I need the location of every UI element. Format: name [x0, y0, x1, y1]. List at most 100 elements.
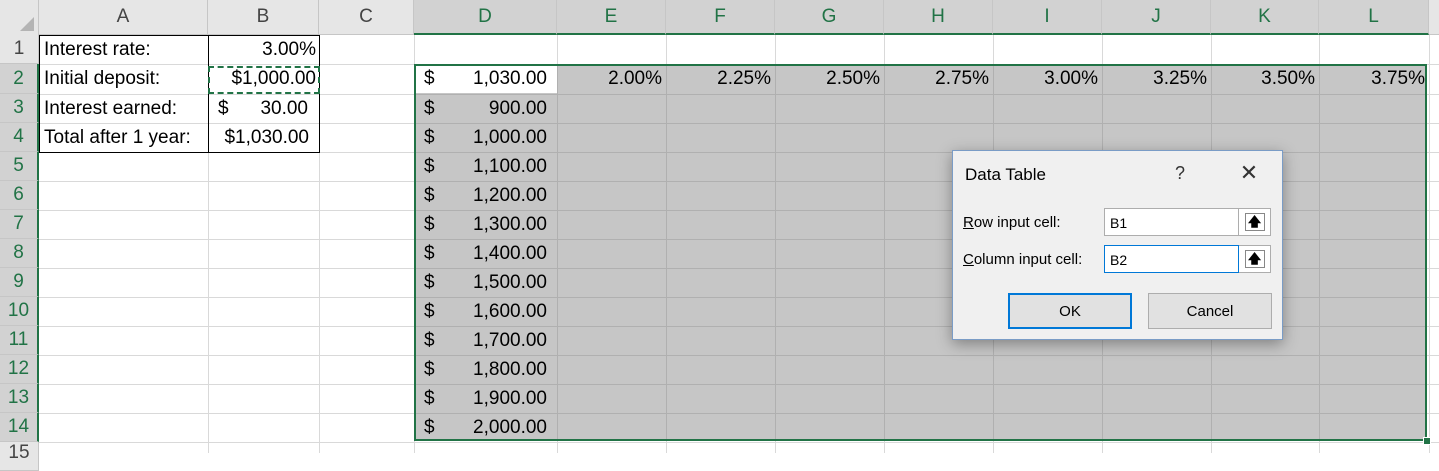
cell-j2[interactable]: 3.25%: [1153, 68, 1207, 89]
gridline: [416, 210, 1425, 211]
cell-a1[interactable]: Interest rate:: [44, 38, 151, 60]
cell-b1[interactable]: 3.00%: [262, 38, 316, 60]
column-input-cell-label-text: olumn input cell:: [973, 251, 1083, 268]
column-header-i[interactable]: I: [993, 0, 1102, 35]
row-header-10[interactable]: 10: [0, 297, 39, 326]
cell-g2[interactable]: 2.50%: [826, 68, 880, 89]
cell-d2[interactable]: 1,030.00: [473, 68, 547, 89]
row-header-15[interactable]: 15: [0, 442, 39, 471]
cell-i2[interactable]: 3.00%: [1044, 68, 1098, 89]
row-header-14[interactable]: 14: [0, 413, 39, 442]
column-input-cell-field[interactable]: B2: [1104, 245, 1239, 273]
row-input-collapse-button[interactable]: 🡅: [1239, 208, 1271, 236]
row-header-5[interactable]: 5: [0, 152, 39, 181]
cell-a4[interactable]: Total after 1 year:: [44, 126, 191, 148]
row-input-cell-field[interactable]: B1: [1104, 208, 1239, 236]
gridline: [416, 152, 1425, 153]
row-header-12[interactable]: 12: [0, 355, 39, 384]
row-header-2[interactable]: 2: [0, 64, 39, 94]
cell-d3-currency: $: [424, 97, 435, 119]
cell-d9[interactable]: 1,500.00: [473, 271, 547, 293]
select-all-triangle-icon: [20, 17, 34, 31]
cell-k2[interactable]: 3.50%: [1261, 68, 1315, 89]
column-header-e[interactable]: E: [557, 0, 666, 35]
row-header-3[interactable]: 3: [0, 94, 39, 123]
row-header-9[interactable]: 9: [0, 268, 39, 297]
cell-d8-currency: $: [424, 242, 435, 264]
cancel-button[interactable]: Cancel: [1148, 293, 1272, 329]
column-input-cell-accelerator: C: [963, 251, 974, 268]
column-header-j[interactable]: J: [1102, 0, 1211, 35]
cell-b2[interactable]: $1,000.00: [231, 68, 316, 89]
gridline: [416, 326, 1425, 327]
column-header-d[interactable]: D: [414, 0, 557, 35]
input-block-border: [39, 35, 320, 153]
column-header-h[interactable]: H: [884, 0, 993, 35]
input-block-divider: [208, 35, 209, 153]
cell-b3-currency: $: [218, 97, 229, 119]
column-header-f[interactable]: F: [666, 0, 775, 35]
row-input-cell-label-text: ow input cell:: [973, 214, 1061, 231]
ok-button[interactable]: OK: [1008, 293, 1132, 329]
gridline: [416, 123, 1425, 124]
column-header-g[interactable]: G: [775, 0, 884, 35]
cell-h2[interactable]: 2.75%: [935, 68, 989, 89]
gridline: [1319, 66, 1320, 439]
collapse-dialog-icon: 🡅: [1244, 250, 1265, 268]
cell-d12-currency: $: [424, 358, 435, 380]
column-input-collapse-button[interactable]: 🡅: [1239, 245, 1271, 273]
cell-d8[interactable]: 1,400.00: [473, 242, 547, 264]
gridline: [1429, 35, 1430, 453]
close-icon[interactable]: ✕: [1239, 160, 1259, 185]
cell-b3[interactable]: 30.00: [260, 97, 308, 119]
row-header-6[interactable]: 6: [0, 181, 39, 210]
column-header-l[interactable]: L: [1319, 0, 1429, 35]
cell-d14-currency: $: [424, 416, 435, 438]
cell-d6-currency: $: [424, 184, 435, 206]
gridline: [666, 66, 667, 439]
column-header-a[interactable]: A: [39, 0, 208, 34]
gridline: [775, 66, 776, 439]
cell-a2[interactable]: Initial deposit:: [44, 68, 161, 89]
gridline: [416, 268, 1425, 269]
column-header-c[interactable]: C: [319, 0, 414, 34]
select-all-corner[interactable]: [0, 0, 39, 35]
column-header-k[interactable]: K: [1211, 0, 1319, 35]
cell-a3[interactable]: Interest earned:: [44, 97, 178, 119]
column-input-cell-label: Column input cell:: [963, 251, 1082, 268]
fill-handle[interactable]: [1423, 437, 1431, 445]
row-header-4[interactable]: 4: [0, 123, 39, 152]
row-input-cell-accelerator: R: [963, 214, 974, 231]
row-header-7[interactable]: 7: [0, 210, 39, 239]
cell-d3[interactable]: 900.00: [488, 97, 547, 119]
cell-f2[interactable]: 2.25%: [717, 68, 771, 89]
cell-d11[interactable]: 1,700.00: [473, 329, 547, 351]
cell-d6[interactable]: 1,200.00: [473, 184, 547, 206]
dialog-title: Data Table: [965, 165, 1046, 184]
gridline: [416, 239, 1425, 240]
cell-d10[interactable]: 1,600.00: [473, 300, 547, 322]
row-input-cell-label: Row input cell:: [963, 214, 1061, 231]
cell-e2[interactable]: 2.00%: [608, 68, 662, 89]
cell-d7[interactable]: 1,300.00: [473, 213, 547, 235]
cell-d11-currency: $: [424, 329, 435, 351]
cell-l2[interactable]: 3.75%: [1371, 68, 1425, 89]
gridline: [416, 413, 1425, 414]
cell-d12[interactable]: 1,800.00: [473, 358, 547, 380]
cell-d5-currency: $: [424, 155, 435, 177]
cell-d5[interactable]: 1,100.00: [473, 155, 547, 177]
cell-d4[interactable]: 1,000.00: [473, 126, 547, 148]
row-header-8[interactable]: 8: [0, 239, 39, 268]
cell-b4[interactable]: $1,030.00: [224, 126, 309, 148]
data-table-dialog: Data Table ? ✕ Row input cell: B1 🡅 Colu…: [952, 150, 1283, 340]
cell-d9-currency: $: [424, 271, 435, 293]
column-header-b[interactable]: B: [208, 0, 319, 34]
active-cell-d2[interactable]: [416, 66, 557, 93]
cell-d14[interactable]: 2,000.00: [473, 416, 547, 438]
help-icon[interactable]: ?: [1174, 162, 1185, 183]
row-header-1[interactable]: 1: [0, 35, 39, 64]
row-header-11[interactable]: 11: [0, 326, 39, 355]
cell-d13[interactable]: 1,900.00: [473, 387, 547, 409]
row-header-13[interactable]: 13: [0, 384, 39, 413]
